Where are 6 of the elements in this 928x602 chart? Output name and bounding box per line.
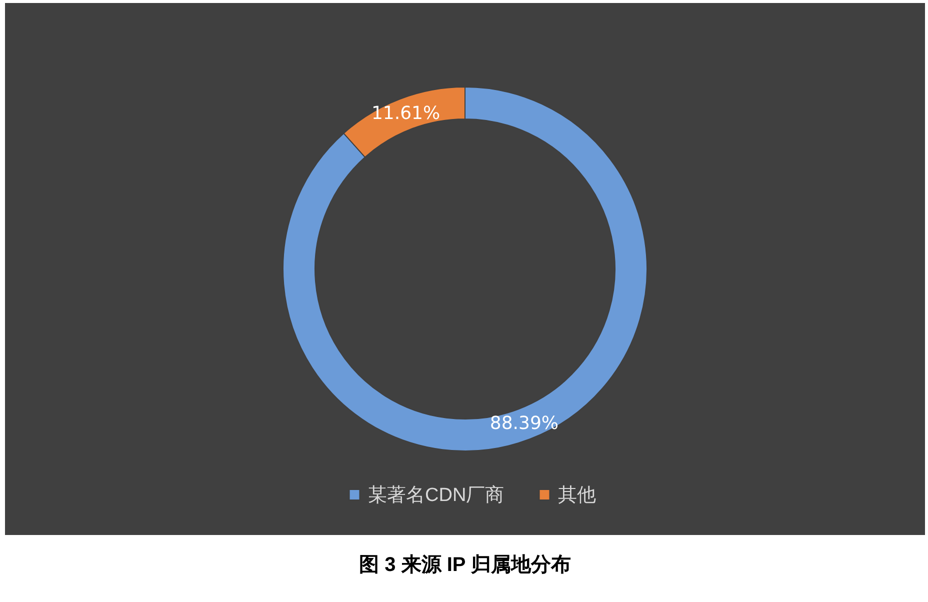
data-label: 11.61%	[371, 102, 440, 124]
legend-label: 其他	[558, 484, 596, 506]
legend-label: 某著名CDN厂商	[368, 484, 504, 506]
text: 图 3 来源 IP 归属地分布	[359, 554, 571, 576]
data-label: 88.39%	[490, 413, 559, 434]
donut-slice	[282, 86, 648, 452]
